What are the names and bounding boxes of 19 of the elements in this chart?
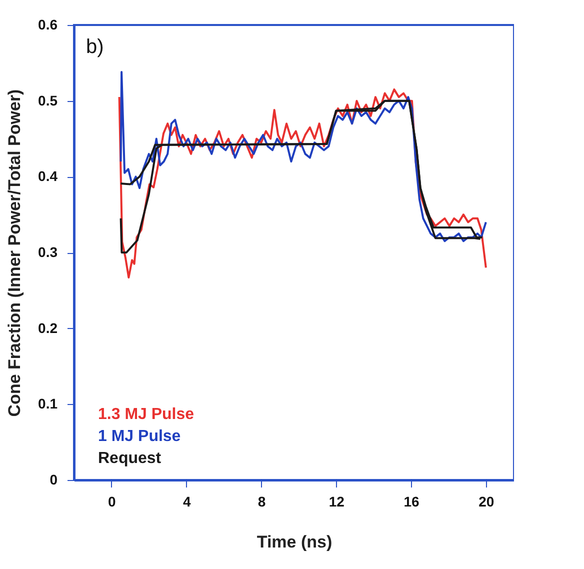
y-tick-label: 0.5 [38, 92, 58, 108]
annotation: b) [86, 36, 104, 58]
x-axis-title: Time (ns) [256, 532, 332, 552]
text: 1 MJ Pulse [98, 428, 181, 445]
text: 1.3 MJ Pulse [98, 406, 194, 423]
x-tick-label: 12 [328, 494, 345, 510]
x-tick-label: 20 [478, 494, 494, 510]
y-tick-label: 0.4 [38, 168, 58, 184]
text: Request [98, 450, 162, 467]
x-tick-label: 8 [258, 494, 266, 510]
x-tick-label: 4 [182, 494, 191, 510]
x-tick-label: 0 [108, 494, 116, 510]
y-tick-label: 0.3 [38, 244, 58, 260]
y-tick-label: 0.2 [38, 320, 58, 336]
y-tick-label: 0 [50, 472, 58, 488]
x-tick-label: 16 [404, 494, 420, 510]
y-tick-label: 0.1 [38, 396, 58, 412]
y-tick-label: 0.6 [38, 16, 58, 32]
y-axis-title: Cone Fraction (Inner Power/Total Power) [5, 89, 24, 417]
